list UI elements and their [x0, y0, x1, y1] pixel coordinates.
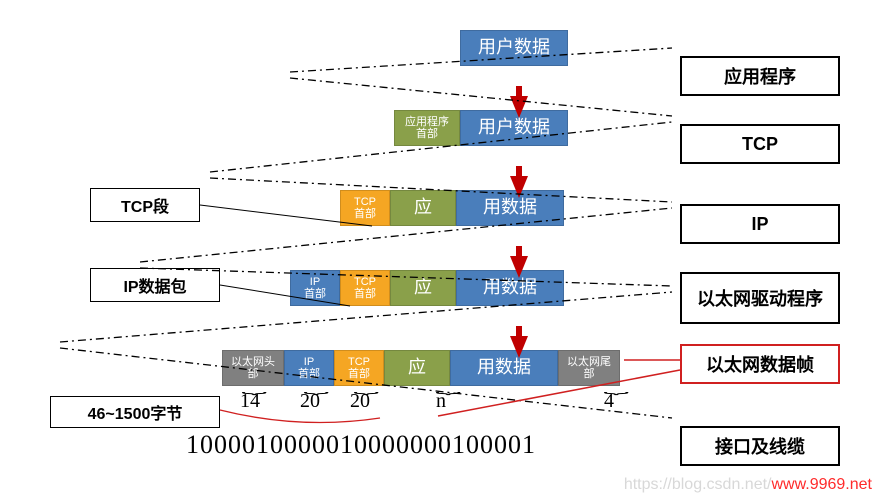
segment-row-4: 以太网头 部IP 首部TCP 首部应用数据以太网尾 部 — [222, 350, 620, 386]
arrow-down-3 — [510, 336, 528, 358]
segment-4-4: 用数据 — [450, 350, 558, 386]
layer-box-4: 以太网数据帧 — [680, 344, 840, 384]
layer-box-0: 应用程序 — [680, 56, 840, 96]
brace-0: ⏟ — [242, 380, 267, 396]
segment-0-0: 用户数据 — [460, 30, 568, 66]
segment-3-0: IP 首部 — [290, 270, 340, 306]
left-label-2: 46~1500字节 — [50, 396, 220, 428]
layer-box-1: TCP — [680, 124, 840, 164]
segment-3-2: 应 — [390, 270, 456, 306]
segment-2-1: 应 — [390, 190, 456, 226]
segment-row-0: 用户数据 — [460, 30, 568, 66]
brace-3: ⏟ — [436, 380, 461, 396]
layer-box-2: IP — [680, 204, 840, 244]
left-label-1: IP数据包 — [90, 268, 220, 302]
arrow-down-1 — [510, 176, 528, 198]
watermark: https://blog.csdn.net/www.9969.net — [624, 476, 872, 494]
arrow-down-2 — [510, 256, 528, 278]
layer-box-3: 以太网驱动程序 — [680, 272, 840, 324]
segment-row-2: TCP 首部应用数据 — [340, 190, 564, 226]
segment-1-0: 应用程序 首部 — [394, 110, 460, 146]
segment-2-0: TCP 首部 — [340, 190, 390, 226]
segment-3-1: TCP 首部 — [340, 270, 390, 306]
arrow-down-0 — [510, 96, 528, 118]
segment-row-1: 应用程序 首部用户数据 — [394, 110, 568, 146]
brace-1: ⏟ — [304, 380, 329, 396]
binary-string: 1000010000010000000100001 — [186, 430, 536, 460]
left-label-0: TCP段 — [90, 188, 200, 222]
brace-2: ⏟ — [354, 380, 379, 396]
brace-4: ⏟ — [604, 380, 629, 396]
layer-box-5: 接口及线缆 — [680, 426, 840, 466]
